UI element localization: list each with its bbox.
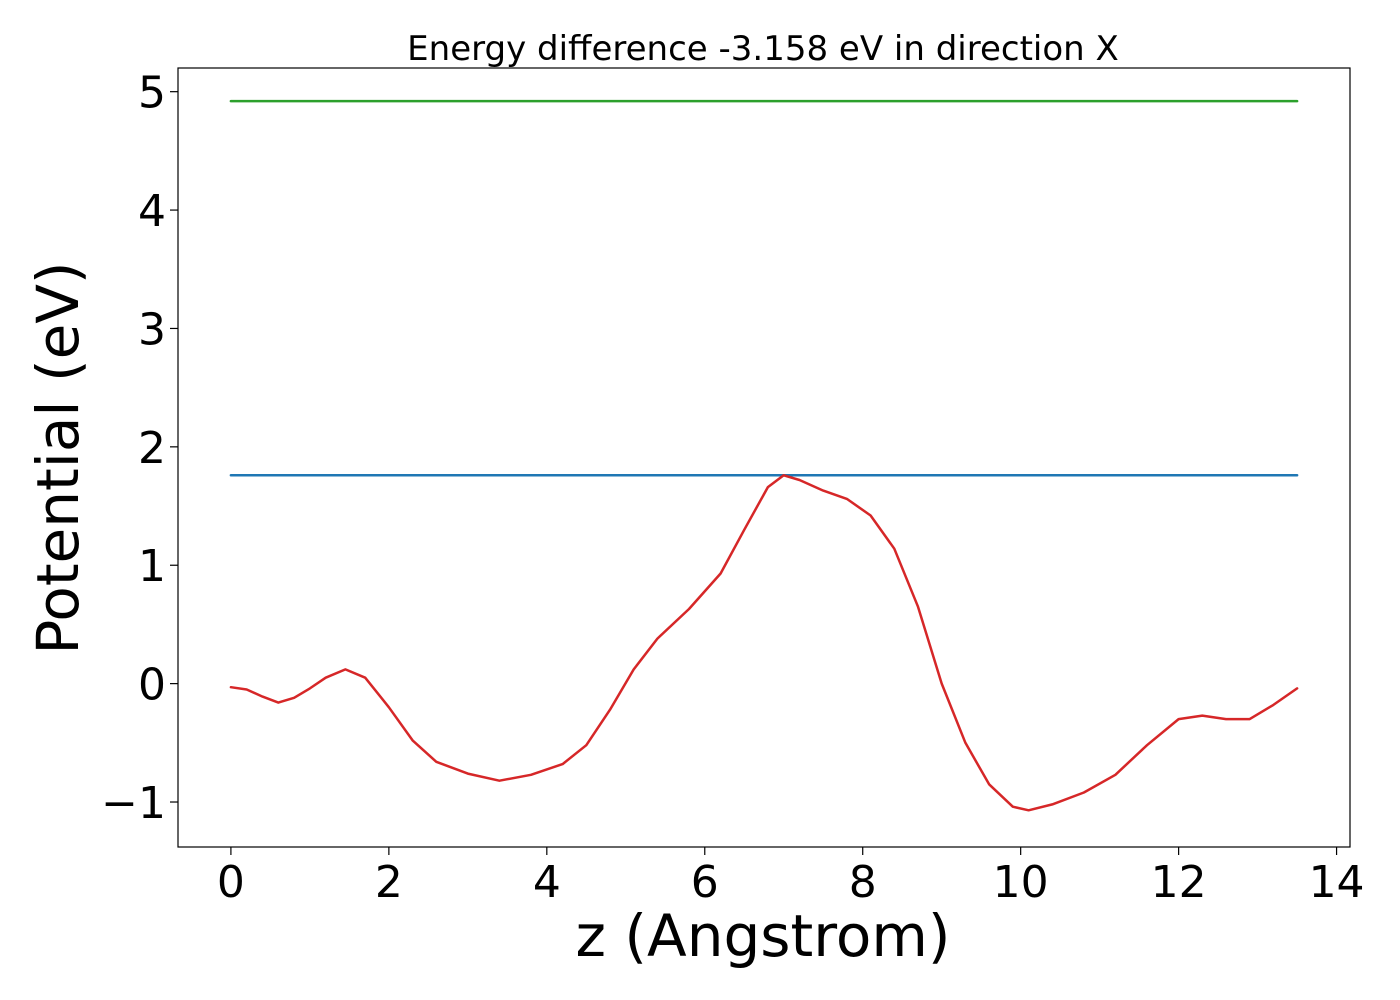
plot-area [229,99,1299,812]
y-tick-label: 2 [138,423,166,474]
y-tick-label: 3 [138,304,166,355]
chart-title: Energy difference -3.158 eV in direction… [407,29,1119,69]
y-axis-label: Potential (eV) [24,261,92,654]
x-tick-label: 0 [217,857,245,908]
y-tick-label: −1 [101,778,166,829]
x-tick-label: 2 [375,857,403,908]
y-tick-label: 5 [138,68,166,119]
y-tick-label: 4 [138,186,166,237]
y-tick-label: 0 [138,660,166,711]
x-tick-label: 14 [1309,857,1365,908]
x-tick-label: 8 [849,857,877,908]
x-tick-label: 12 [1151,857,1207,908]
x-axis-label: z (Angstrom) [576,902,951,970]
y-axis: −1 0 1 2 3 4 5 [101,68,178,829]
plot-frame [177,67,1351,848]
y-tick-label: 1 [138,541,166,592]
x-tick-label: 10 [993,857,1049,908]
series-line-2 [229,474,1299,812]
x-axis: 0 2 4 6 8 10 12 14 [217,847,1365,908]
x-tick-label: 6 [691,857,719,908]
x-tick-label: 4 [533,857,561,908]
